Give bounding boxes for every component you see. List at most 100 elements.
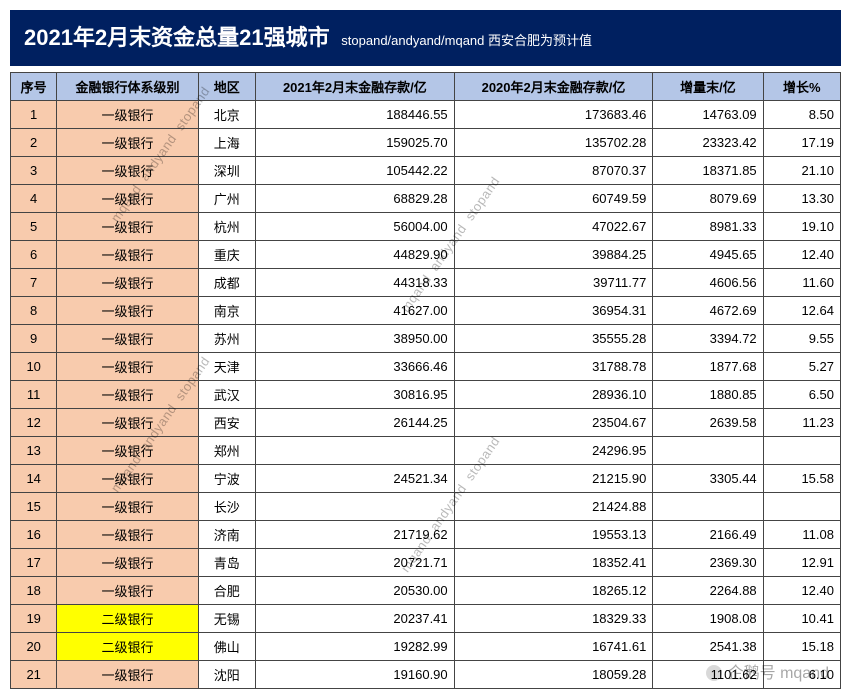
- cell-pct: 11.08: [763, 521, 840, 549]
- cell-2020: 35555.28: [454, 325, 653, 353]
- table-row: 18一级银行合肥20530.0018265.122264.8812.40: [11, 577, 841, 605]
- cell-index: 13: [11, 437, 57, 465]
- cell-index: 17: [11, 549, 57, 577]
- cell-pct: 10.41: [763, 605, 840, 633]
- cell-2020: 36954.31: [454, 297, 653, 325]
- cell-2021: [256, 493, 455, 521]
- cell-2020: 28936.10: [454, 381, 653, 409]
- col-header: 金融银行体系级别: [57, 73, 198, 101]
- table-row: 2一级银行上海159025.70135702.2823323.4217.19: [11, 129, 841, 157]
- table-row: 6一级银行重庆44829.9039884.254945.6512.40: [11, 241, 841, 269]
- cell-level: 一级银行: [57, 661, 198, 689]
- cell-2021: 44318.33: [256, 269, 455, 297]
- cell-region: 济南: [198, 521, 255, 549]
- cell-index: 20: [11, 633, 57, 661]
- table-row: 5一级银行杭州56004.0047022.678981.3319.10: [11, 213, 841, 241]
- table-row: 20二级银行佛山19282.9916741.612541.3815.18: [11, 633, 841, 661]
- cell-index: 2: [11, 129, 57, 157]
- cell-region: 西安: [198, 409, 255, 437]
- cell-level: 一级银行: [57, 185, 198, 213]
- cell-2020: 18059.28: [454, 661, 653, 689]
- cell-pct: 15.58: [763, 465, 840, 493]
- cell-region: 无锡: [198, 605, 255, 633]
- cell-level: 一级银行: [57, 101, 198, 129]
- cell-delta: 18371.85: [653, 157, 763, 185]
- page-title: 2021年2月末资金总量21强城市: [24, 25, 330, 50]
- cell-region: 重庆: [198, 241, 255, 269]
- cell-2020: 19553.13: [454, 521, 653, 549]
- table-row: 3一级银行深圳105442.2287070.3718371.8521.10: [11, 157, 841, 185]
- cell-2021: 19282.99: [256, 633, 455, 661]
- cell-index: 21: [11, 661, 57, 689]
- cell-delta: [653, 493, 763, 521]
- cell-delta: 8079.69: [653, 185, 763, 213]
- table-head: 序号金融银行体系级别地区2021年2月末金融存款/亿2020年2月末金融存款/亿…: [11, 73, 841, 101]
- cell-region: 深圳: [198, 157, 255, 185]
- cell-delta: 2541.38: [653, 633, 763, 661]
- cell-pct: 9.55: [763, 325, 840, 353]
- cell-2021: 56004.00: [256, 213, 455, 241]
- cell-delta: 4945.65: [653, 241, 763, 269]
- cell-pct: 17.19: [763, 129, 840, 157]
- cell-2021: 19160.90: [256, 661, 455, 689]
- cell-region: 北京: [198, 101, 255, 129]
- cell-2020: 18352.41: [454, 549, 653, 577]
- cell-level: 二级银行: [57, 605, 198, 633]
- table-row: 17一级银行青岛20721.7118352.412369.3012.91: [11, 549, 841, 577]
- cell-region: 合肥: [198, 577, 255, 605]
- cell-region: 长沙: [198, 493, 255, 521]
- cell-region: 沈阳: [198, 661, 255, 689]
- cell-2021: 105442.22: [256, 157, 455, 185]
- cell-level: 一级银行: [57, 353, 198, 381]
- col-header: 序号: [11, 73, 57, 101]
- cell-2020: 23504.67: [454, 409, 653, 437]
- cell-delta: [653, 437, 763, 465]
- cell-level: 一级银行: [57, 381, 198, 409]
- cell-delta: 1101.62: [653, 661, 763, 689]
- cell-2021: 26144.25: [256, 409, 455, 437]
- cell-index: 15: [11, 493, 57, 521]
- cell-index: 3: [11, 157, 57, 185]
- table-row: 12一级银行西安26144.2523504.672639.5811.23: [11, 409, 841, 437]
- cell-2020: 31788.78: [454, 353, 653, 381]
- col-header: 增长%: [763, 73, 840, 101]
- col-header: 2020年2月末金融存款/亿: [454, 73, 653, 101]
- cell-index: 8: [11, 297, 57, 325]
- cell-level: 一级银行: [57, 213, 198, 241]
- cell-delta: 4672.69: [653, 297, 763, 325]
- cell-pct: [763, 437, 840, 465]
- cell-level: 一级银行: [57, 129, 198, 157]
- col-header: 增量末/亿: [653, 73, 763, 101]
- page-header: 2021年2月末资金总量21强城市 stopand/andyand/mqand …: [10, 10, 841, 66]
- cell-2021: 33666.46: [256, 353, 455, 381]
- cell-index: 16: [11, 521, 57, 549]
- cell-region: 青岛: [198, 549, 255, 577]
- cell-2021: 20237.41: [256, 605, 455, 633]
- cell-pct: 11.60: [763, 269, 840, 297]
- cell-index: 5: [11, 213, 57, 241]
- cell-level: 一级银行: [57, 465, 198, 493]
- cell-pct: 19.10: [763, 213, 840, 241]
- cell-index: 18: [11, 577, 57, 605]
- cell-pct: 12.40: [763, 241, 840, 269]
- table-row: 14一级银行宁波24521.3421215.903305.4415.58: [11, 465, 841, 493]
- cell-delta: 3394.72: [653, 325, 763, 353]
- cell-2020: 60749.59: [454, 185, 653, 213]
- cell-2020: 24296.95: [454, 437, 653, 465]
- data-table: 序号金融银行体系级别地区2021年2月末金融存款/亿2020年2月末金融存款/亿…: [10, 72, 841, 689]
- cell-delta: 2264.88: [653, 577, 763, 605]
- cell-delta: 23323.42: [653, 129, 763, 157]
- cell-level: 一级银行: [57, 241, 198, 269]
- cell-level: 一级银行: [57, 493, 198, 521]
- cell-index: 10: [11, 353, 57, 381]
- cell-index: 12: [11, 409, 57, 437]
- page-subtitle: stopand/andyand/mqand 西安合肥为预计值: [341, 33, 592, 48]
- cell-pct: 13.30: [763, 185, 840, 213]
- cell-index: 14: [11, 465, 57, 493]
- cell-pct: 21.10: [763, 157, 840, 185]
- table-row: 19二级银行无锡20237.4118329.331908.0810.41: [11, 605, 841, 633]
- cell-delta: 2639.58: [653, 409, 763, 437]
- cell-2020: 21424.88: [454, 493, 653, 521]
- cell-level: 一级银行: [57, 549, 198, 577]
- cell-region: 成都: [198, 269, 255, 297]
